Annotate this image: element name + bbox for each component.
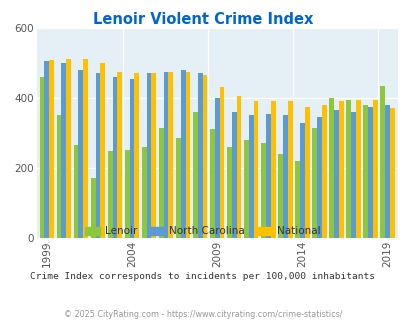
- Bar: [40, 77, 44, 238]
- Bar: [338, 101, 343, 238]
- Bar: [287, 101, 292, 238]
- Bar: [345, 100, 350, 238]
- Bar: [90, 178, 95, 238]
- Bar: [112, 77, 117, 238]
- Bar: [134, 74, 139, 238]
- Text: © 2025 CityRating.com - https://www.cityrating.com/crime-statistics/: © 2025 CityRating.com - https://www.city…: [64, 310, 341, 318]
- Bar: [270, 101, 275, 238]
- Bar: [282, 115, 287, 238]
- Bar: [243, 140, 248, 238]
- Bar: [350, 112, 355, 238]
- Bar: [355, 100, 360, 238]
- Bar: [124, 150, 129, 238]
- Bar: [372, 100, 377, 238]
- Bar: [304, 107, 309, 238]
- Bar: [100, 63, 105, 238]
- Bar: [185, 72, 190, 238]
- Bar: [260, 143, 265, 238]
- Bar: [277, 154, 282, 238]
- Bar: [49, 60, 54, 238]
- Bar: [95, 73, 100, 238]
- Bar: [57, 115, 61, 238]
- Bar: [44, 61, 49, 238]
- Bar: [328, 98, 333, 238]
- Bar: [83, 59, 88, 238]
- Bar: [362, 105, 367, 238]
- Bar: [180, 70, 185, 238]
- Bar: [209, 129, 214, 238]
- Bar: [146, 74, 151, 238]
- Bar: [214, 98, 219, 238]
- Bar: [294, 161, 299, 238]
- Bar: [265, 114, 270, 238]
- Bar: [389, 108, 394, 238]
- Bar: [219, 87, 224, 238]
- Bar: [311, 128, 316, 238]
- Bar: [163, 72, 168, 238]
- Bar: [151, 74, 156, 238]
- Bar: [175, 138, 180, 238]
- Bar: [192, 112, 197, 238]
- Bar: [367, 107, 372, 238]
- Bar: [66, 59, 71, 238]
- Bar: [117, 72, 122, 238]
- Bar: [61, 63, 66, 238]
- Bar: [333, 110, 338, 238]
- Bar: [158, 128, 163, 238]
- Bar: [321, 105, 326, 238]
- Bar: [236, 96, 241, 238]
- Bar: [379, 86, 384, 238]
- Bar: [78, 70, 83, 238]
- Bar: [129, 79, 134, 238]
- Bar: [74, 145, 78, 238]
- Bar: [384, 105, 389, 238]
- Bar: [197, 74, 202, 238]
- Bar: [107, 151, 112, 238]
- Bar: [299, 123, 304, 238]
- Bar: [202, 75, 207, 238]
- Text: Lenoir Violent Crime Index: Lenoir Violent Crime Index: [93, 12, 312, 26]
- Legend: Lenoir, North Carolina, National: Lenoir, North Carolina, National: [81, 222, 324, 241]
- Bar: [316, 117, 321, 238]
- Bar: [168, 72, 173, 238]
- Bar: [231, 112, 236, 238]
- Bar: [141, 147, 146, 238]
- Bar: [248, 115, 253, 238]
- Bar: [226, 147, 231, 238]
- Text: Crime Index corresponds to incidents per 100,000 inhabitants: Crime Index corresponds to incidents per…: [30, 272, 375, 281]
- Bar: [253, 101, 258, 238]
